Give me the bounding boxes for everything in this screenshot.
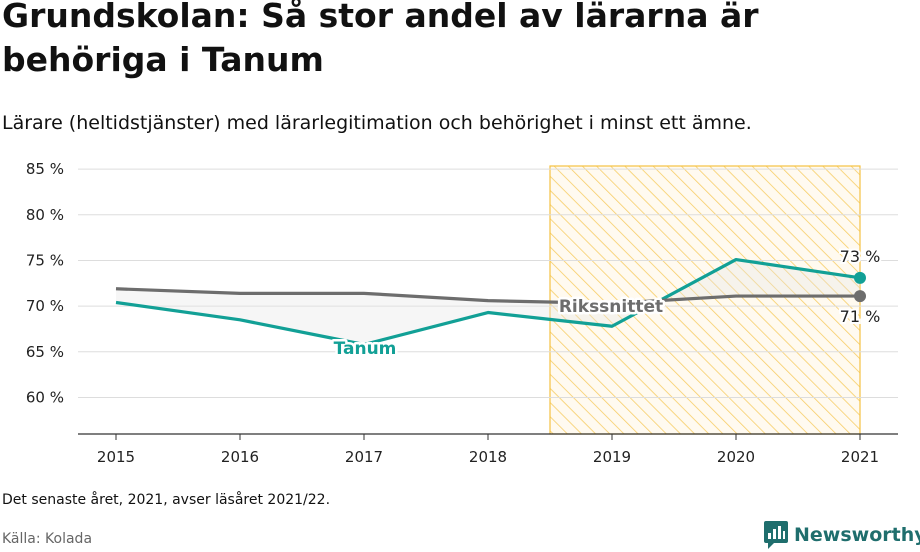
- x-tick-label: 2015: [97, 448, 135, 466]
- x-tick-label: 2020: [717, 448, 755, 466]
- x-tick-label: 2019: [593, 448, 631, 466]
- grid-layer: 60 % 65 % 70 % 75 % 80 % 85 % 2015 2016 2017 2018…: [26, 160, 898, 466]
- brand-logo: Newsworthy: [764, 519, 920, 551]
- chart-source: Källa: Kolada: [2, 531, 93, 547]
- tanum-line: [115, 257, 861, 347]
- tanum-end-label: 73 %: [840, 247, 881, 266]
- chart-subtitle: Lärare (heltidstjänster) med lärarlegiti…: [2, 112, 752, 134]
- newsworthy-logo-icon: [764, 521, 788, 549]
- x-tick-label: 2016: [221, 448, 259, 466]
- y-tick-label: 65 %: [26, 343, 64, 361]
- y-tick-label: 70 %: [26, 297, 64, 315]
- y-tick-label: 75 %: [26, 251, 64, 269]
- y-tick-label: 60 %: [26, 388, 64, 406]
- x-tick-label: 2021: [841, 448, 879, 466]
- brand-name: Newsworthy: [794, 524, 920, 546]
- highlight-band: [549, 165, 861, 435]
- tanum-series-label: Tanum: [334, 339, 397, 359]
- rikssnitt-line: [115, 287, 860, 305]
- y-tick-label: 80 %: [26, 206, 64, 224]
- highlight-layer: [549, 165, 861, 435]
- chart-note: Det senaste året, 2021, avser läsåret 20…: [2, 492, 331, 508]
- x-tick-label: 2018: [469, 448, 507, 466]
- line-layer: [115, 257, 861, 347]
- y-tick-label: 85 %: [26, 160, 64, 178]
- line-chart: 60 % 65 % 70 % 75 % 80 % 85 % 2015 2016 2017 2018…: [26, 160, 898, 466]
- tanum-end-dot: [854, 271, 866, 284]
- x-tick-label: 2017: [345, 448, 383, 466]
- rikssnitt-end-label: 71 %: [840, 307, 881, 326]
- rikssnitt-end-dot: [854, 290, 866, 303]
- rikssnitt-series-label: Rikssnittet: [559, 297, 663, 317]
- label-layer: Tanum Rikssnittet 73 % 71 %: [331, 245, 882, 362]
- chart-title: Grundskolan: Så stor andel av lärarna är…: [2, 0, 759, 79]
